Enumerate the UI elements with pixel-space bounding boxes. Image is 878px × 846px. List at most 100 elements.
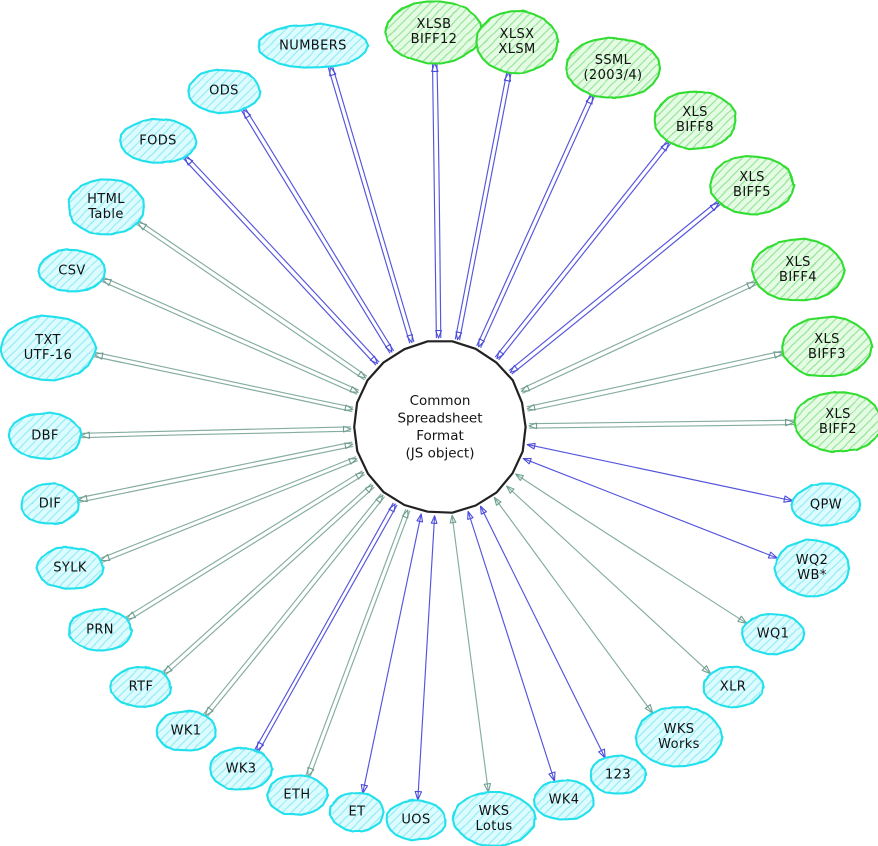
edge-uos: [414, 515, 438, 801]
edge-line: [305, 508, 407, 776]
arrowhead-outward: [184, 156, 194, 166]
edge-csv: [101, 276, 360, 395]
node-shape: [37, 248, 107, 293]
arrowhead-outward: [80, 431, 91, 439]
node-shape: [20, 482, 80, 525]
arrowhead-outward: [101, 278, 112, 287]
node-wk1[interactable]: WK1: [155, 709, 217, 752]
edge-wk4: [467, 510, 556, 782]
node-label: CSV: [58, 264, 85, 279]
node-label: FODS: [139, 134, 177, 149]
node-rtf[interactable]: RTF: [109, 666, 173, 708]
arrowhead-inward: [355, 472, 365, 480]
node-eth[interactable]: ETH: [265, 774, 329, 816]
node-shape: [790, 482, 862, 527]
node-csv[interactable]: CSV: [37, 248, 107, 293]
node-shape: [265, 774, 329, 816]
node-label: WK4: [549, 793, 580, 808]
node-wk4[interactable]: WK4: [532, 779, 595, 821]
node-label: DIF: [39, 497, 62, 512]
edge-line: [80, 430, 352, 439]
arrowhead-outward: [329, 66, 337, 77]
node-numbers[interactable]: NUMBERS: [257, 22, 370, 69]
arrowhead-outward: [360, 783, 369, 794]
node-shape: [0, 314, 97, 382]
node-shape: [385, 799, 447, 842]
edge-line: [522, 457, 778, 559]
edge-wk1: [203, 493, 386, 718]
node-dif[interactable]: DIF: [20, 482, 80, 525]
node-label: WB*: [797, 568, 827, 583]
edge-line: [77, 441, 353, 499]
edge-line: [331, 66, 415, 343]
node-label: (2003/4): [583, 68, 642, 83]
node-wk3[interactable]: WK3: [209, 747, 274, 791]
edge-ods: [241, 107, 395, 354]
node-uos[interactable]: UOS: [385, 799, 447, 842]
node-shape: [702, 665, 765, 709]
arrowhead-outward: [126, 611, 136, 620]
edge-txt: [93, 351, 354, 413]
arrowhead-outward: [548, 771, 556, 782]
node-123[interactable]: 123: [589, 754, 648, 795]
arrowhead-outward: [746, 281, 757, 290]
edge-dbf: [80, 425, 352, 439]
edge-line: [241, 110, 391, 354]
node-fods[interactable]: FODS: [119, 117, 198, 164]
edge-layer: [77, 62, 795, 801]
node-shape: [67, 178, 145, 236]
node-shape: [187, 68, 262, 115]
node-qpw[interactable]: QPW: [790, 482, 862, 527]
node-ssml[interactable]: SSML(2003/4): [565, 37, 662, 99]
center-label-line: Format: [416, 428, 464, 444]
edge-line: [522, 283, 758, 394]
edge-line: [101, 280, 358, 395]
node-et[interactable]: ET: [328, 792, 385, 833]
edge-line: [520, 279, 756, 390]
node-ods[interactable]: ODS: [187, 68, 262, 115]
node-label: UTF-16: [24, 348, 73, 363]
edge-line: [80, 426, 352, 434]
edge-xlsb: [431, 62, 442, 339]
node-shape: [589, 754, 648, 795]
edge-line: [515, 473, 748, 624]
arrowhead-outward: [598, 748, 606, 759]
arrowhead-inward: [364, 484, 374, 494]
edge-ssml: [476, 93, 596, 349]
node-xlr[interactable]: XLR: [702, 665, 765, 709]
arrowhead-inward: [435, 329, 442, 339]
node-shape: [565, 37, 662, 99]
edge-xls8: [494, 140, 671, 361]
node-dbf[interactable]: DBF: [7, 411, 83, 460]
node-label: UOS: [401, 813, 430, 828]
edge-rtf: [161, 483, 375, 676]
edge-line: [476, 93, 592, 347]
edge-line: [164, 486, 375, 676]
arrowhead-outward: [242, 108, 252, 119]
arrowhead-outward: [644, 704, 654, 714]
edge-fods: [182, 154, 380, 366]
node-prn[interactable]: PRN: [68, 607, 133, 652]
arrowhead-inward: [375, 494, 384, 504]
node-wq1[interactable]: WQ1: [741, 612, 806, 656]
edge-line: [479, 505, 606, 759]
edge-xlsx: [454, 71, 512, 341]
arrowhead-inward: [509, 364, 519, 374]
node-label: ODS: [209, 84, 239, 99]
node-sylk[interactable]: SYLK: [35, 546, 105, 590]
arrowhead-inward: [478, 338, 485, 348]
